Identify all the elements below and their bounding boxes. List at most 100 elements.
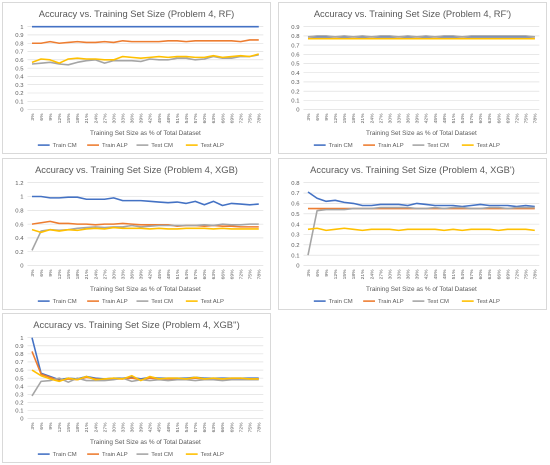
series-line-test-alp [307, 227, 535, 232]
y-tick-label: 0.2 [291, 243, 299, 249]
y-tick-label: 0.7 [15, 50, 23, 56]
series-line-train-cm [31, 195, 259, 207]
x-tick-label: 6% [39, 269, 45, 277]
y-tick-label: 0.1 [291, 253, 299, 259]
legend-label: Test CM [151, 143, 173, 149]
y-tick-label: 0.8 [291, 181, 300, 187]
x-tick-label: 57% [193, 113, 199, 123]
series-line-train-alp [31, 351, 259, 382]
series-line-train-cm [307, 191, 535, 208]
legend-label: Train CM [53, 299, 77, 305]
chart-title: Accuracy vs. Training Set Size (Problem … [310, 165, 515, 175]
y-tick-label: 1 [20, 25, 23, 31]
y-tick-label: 0.1 [15, 409, 23, 415]
legend-label: Train CM [53, 452, 77, 458]
x-tick-label: 48% [442, 113, 448, 123]
legend-label: Train CM [329, 299, 353, 305]
x-tick-label: 72% [238, 422, 244, 432]
x-tick-label: 9% [324, 269, 330, 277]
x-tick-label: 48% [442, 269, 448, 279]
y-tick-label: 0.4 [291, 222, 300, 228]
x-tick-label: 27% [102, 113, 108, 123]
x-tick-label: 63% [211, 113, 217, 123]
x-tick-label: 39% [415, 113, 421, 123]
series-line-test-cm [31, 54, 259, 66]
y-tick-label: 0.2 [15, 91, 23, 97]
legend-label: Train ALP [102, 299, 128, 305]
x-tick-label: 12% [57, 422, 63, 432]
y-tick-label: 0.4 [15, 384, 24, 390]
x-tick-label: 3% [30, 113, 36, 121]
x-tick-label: 6% [315, 113, 321, 121]
y-tick-label: 0.8 [291, 34, 300, 40]
x-tick-label: 33% [120, 422, 126, 432]
x-tick-label: 6% [315, 269, 321, 277]
x-tick-label: 15% [342, 269, 348, 279]
chart-svg: Accuracy vs. Training Set Size (Problem … [15, 9, 264, 149]
series-line-test-alp [31, 226, 259, 234]
series-line-test-alp [31, 369, 259, 383]
x-tick-label: 12% [57, 113, 63, 123]
x-tick-label: 60% [478, 269, 484, 279]
x-tick-label: 57% [193, 422, 199, 432]
y-tick-label: 0.7 [291, 191, 299, 197]
x-tick-label: 63% [487, 113, 493, 123]
y-tick-label: 0.6 [15, 222, 24, 228]
legend-label: Test ALP [201, 143, 224, 149]
x-tick-label: 27% [378, 113, 384, 123]
chart-title: Accuracy vs. Training Set Size (Problem … [39, 9, 235, 19]
x-tick-label: 24% [93, 269, 99, 279]
x-tick-label: 72% [514, 269, 520, 279]
x-tick-label: 69% [505, 269, 511, 279]
x-tick-label: 21% [84, 422, 90, 432]
x-tick-label: 24% [369, 269, 375, 279]
chart-panel-xgb: Accuracy vs. Training Set Size (Problem … [2, 158, 271, 310]
x-tick-label: 75% [247, 113, 253, 123]
y-tick-label: 0.6 [15, 58, 24, 64]
x-tick-label: 60% [202, 113, 208, 123]
x-tick-label: 36% [130, 269, 136, 279]
x-tick-label: 27% [102, 269, 108, 279]
y-tick-label: 0.4 [15, 236, 24, 242]
series-line-test-cm [31, 377, 259, 397]
y-tick-label: 0.3 [15, 392, 24, 398]
x-tick-label: 66% [220, 422, 226, 432]
x-tick-label: 54% [460, 269, 466, 279]
y-tick-label: 0.6 [15, 368, 24, 374]
x-axis-title: Training Set Size as % of Total Dataset [90, 130, 201, 137]
x-tick-label: 78% [533, 269, 539, 279]
y-tick-label: 0.3 [291, 233, 300, 239]
x-tick-label: 42% [148, 422, 154, 432]
x-tick-label: 21% [84, 269, 90, 279]
x-tick-label: 30% [387, 269, 393, 279]
x-tick-label: 51% [175, 269, 181, 279]
y-tick-label: 0.4 [291, 71, 300, 77]
legend-label: Test ALP [201, 299, 224, 305]
legend-label: Train ALP [102, 143, 128, 149]
x-tick-label: 45% [157, 422, 163, 432]
y-tick-label: 0.1 [291, 99, 299, 105]
y-tick-label: 0.1 [15, 99, 23, 105]
x-tick-label: 75% [523, 113, 529, 123]
y-tick-label: 0.8 [15, 41, 24, 47]
chart-panel-rf-prime: Accuracy vs. Training Set Size (Problem … [278, 2, 547, 154]
x-tick-label: 60% [478, 113, 484, 123]
x-tick-label: 9% [48, 269, 54, 277]
y-tick-label: 0.9 [15, 33, 23, 39]
y-tick-label: 0 [20, 264, 24, 270]
x-tick-label: 15% [66, 269, 72, 279]
series-line-test-alp [31, 53, 259, 64]
y-tick-label: 0.8 [15, 208, 24, 214]
y-tick-label: 0.2 [15, 250, 23, 256]
x-tick-label: 21% [84, 113, 90, 123]
x-tick-label: 39% [139, 113, 145, 123]
x-tick-label: 63% [211, 269, 217, 279]
x-tick-label: 36% [130, 422, 136, 432]
x-tick-label: 60% [202, 422, 208, 432]
y-tick-label: 0.7 [291, 43, 299, 49]
y-tick-label: 0.7 [15, 360, 23, 366]
x-tick-label: 54% [184, 422, 190, 432]
y-tick-label: 0.6 [291, 52, 300, 58]
x-tick-label: 36% [406, 113, 412, 123]
x-tick-label: 48% [166, 422, 172, 432]
